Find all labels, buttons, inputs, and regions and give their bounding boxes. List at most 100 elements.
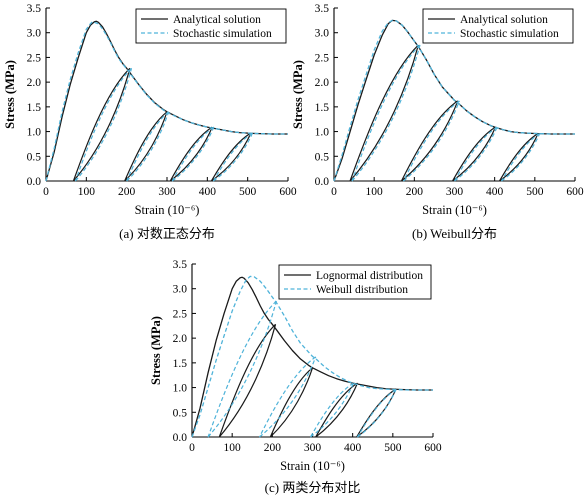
y-tick-label: 0.0 (315, 176, 330, 188)
series-2 (333, 19, 575, 182)
legend: Analytical solution Stochastic simulation (422, 8, 574, 44)
loop-1-reload (72, 68, 131, 182)
y-tick-label: 1.0 (27, 127, 42, 139)
x-tick-label: 300 (304, 442, 322, 454)
x-tick-label: 0 (189, 442, 195, 454)
loop-3-reload (169, 126, 213, 182)
loop-3-unload (171, 126, 215, 182)
loop-4-unload (212, 132, 253, 182)
panel-caption: (c) 两类分布对比 (265, 480, 361, 495)
y-tick-label: 2.0 (315, 77, 330, 89)
legend: Lognormal distribution Weibull distributi… (278, 264, 432, 300)
loop-3-reload (171, 126, 215, 182)
loop-1-reload (351, 44, 421, 182)
x-tick-label: 200 (118, 186, 136, 198)
x-tick-label: 100 (366, 186, 384, 198)
x-tick-label: 600 (279, 186, 297, 198)
loop-4-reload (356, 388, 397, 438)
y-tick-label: 1.0 (315, 127, 330, 139)
loop-4-reload (357, 389, 397, 438)
y-tick-label: 3.0 (315, 28, 330, 40)
y-tick-label: 2.5 (27, 52, 42, 64)
loop-4-unload (498, 133, 539, 182)
loop-2-reload (401, 100, 459, 182)
y-axis-label: Stress (MPa) (3, 60, 17, 129)
loop-2-unload (402, 100, 460, 182)
panel-1: 0 100 200 300 400 500 600 0.0 0.5 1.0 1.5 2.0 2.5 3.0… (3, 3, 297, 241)
loop-1-reload (207, 300, 277, 438)
loop-4-reload (211, 132, 252, 182)
loop-1-unload (207, 300, 277, 438)
x-tick-label: 100 (78, 186, 96, 198)
x-tick-label: 500 (384, 442, 402, 454)
legend: Analytical solution Stochastic simulation (135, 8, 287, 44)
x-axis-label: Strain (10⁻⁶) (135, 203, 200, 217)
loop-2-reload (269, 367, 314, 438)
legend-box (278, 264, 432, 300)
loop-4-unload (210, 132, 252, 182)
loop-2-reload (403, 100, 460, 182)
loop-3-unload (315, 382, 358, 438)
loop-2-reload (259, 356, 317, 438)
loop-1-unload (351, 44, 421, 182)
x-tick-label: 500 (526, 186, 544, 198)
y-tick-label: 0.5 (173, 407, 188, 419)
loop-4-reload (501, 133, 541, 182)
y-tick-label: 3.0 (27, 28, 42, 40)
loop-4-unload (356, 389, 397, 438)
x-tick-label: 100 (224, 442, 242, 454)
x-tick-label: 500 (239, 186, 257, 198)
loop-2-reload (124, 111, 168, 182)
y-axis-label: Stress (MPa) (149, 316, 163, 385)
loop-1-reload (218, 324, 277, 438)
loop-1-unload (74, 67, 132, 182)
x-tick-label: 600 (566, 186, 584, 198)
legend-label: Analytical solution (173, 14, 261, 26)
legend-label: Stochastic simulation (460, 28, 559, 40)
y-tick-label: 2.0 (173, 333, 188, 345)
y-tick-label: 2.5 (315, 52, 330, 64)
x-tick-label: 400 (199, 186, 217, 198)
y-tick-label: 0.0 (173, 432, 188, 444)
y-tick-label: 2.0 (27, 77, 42, 89)
envelope-line (333, 19, 575, 182)
loop-1-unload (72, 67, 131, 182)
legend-label: Stochastic simulation (173, 28, 272, 40)
y-axis-label: Stress (MPa) (291, 60, 305, 129)
loop-4-unload (500, 133, 540, 182)
series-1 (45, 20, 288, 182)
loop-2-reload (126, 111, 170, 182)
loop-2-unload (269, 367, 313, 438)
panel-3: 0 100 200 300 400 500 600 0.0 0.5 1.0 1.5 2.0 2.5 3.0… (149, 259, 442, 495)
legend-label: Analytical solution (460, 14, 548, 26)
x-tick-label: 400 (486, 186, 504, 198)
loop-3-unload (451, 126, 496, 182)
panel-caption: (a) 对数正态分布 (119, 226, 215, 241)
y-tick-label: 1.5 (27, 102, 42, 114)
y-tick-label: 1.5 (315, 102, 330, 114)
loop-1-reload (74, 68, 133, 182)
panel-2: 0 100 200 300 400 500 600 0.0 0.5 1.0 1.5 2.0 2.5 3.0… (291, 3, 584, 241)
legend-box (135, 8, 287, 44)
legend-box (422, 8, 574, 44)
y-tick-label: 3.5 (315, 3, 330, 15)
loop-2-unload (126, 111, 169, 182)
x-tick-label: 200 (264, 442, 282, 454)
loop-3-reload (454, 126, 498, 182)
loop-3-unload (169, 126, 213, 182)
series-2 (191, 275, 433, 438)
loop-3-reload (315, 382, 359, 438)
loop-1-unload (218, 323, 276, 438)
loop-1-reload (349, 44, 419, 182)
panel-caption: (b) Weibull分布 (412, 226, 497, 241)
y-tick-label: 2.5 (173, 308, 188, 320)
x-tick-label: 600 (424, 442, 442, 454)
y-tick-label: 3.5 (173, 259, 188, 271)
x-axis-label: Strain (10⁻⁶) (422, 203, 487, 217)
legend-label: Weibull distribution (316, 284, 408, 296)
envelope-line (45, 21, 288, 182)
series-2 (45, 21, 288, 182)
y-tick-label: 3.5 (27, 3, 42, 15)
loop-1-unload (349, 44, 419, 182)
y-tick-label: 0.5 (27, 151, 42, 163)
